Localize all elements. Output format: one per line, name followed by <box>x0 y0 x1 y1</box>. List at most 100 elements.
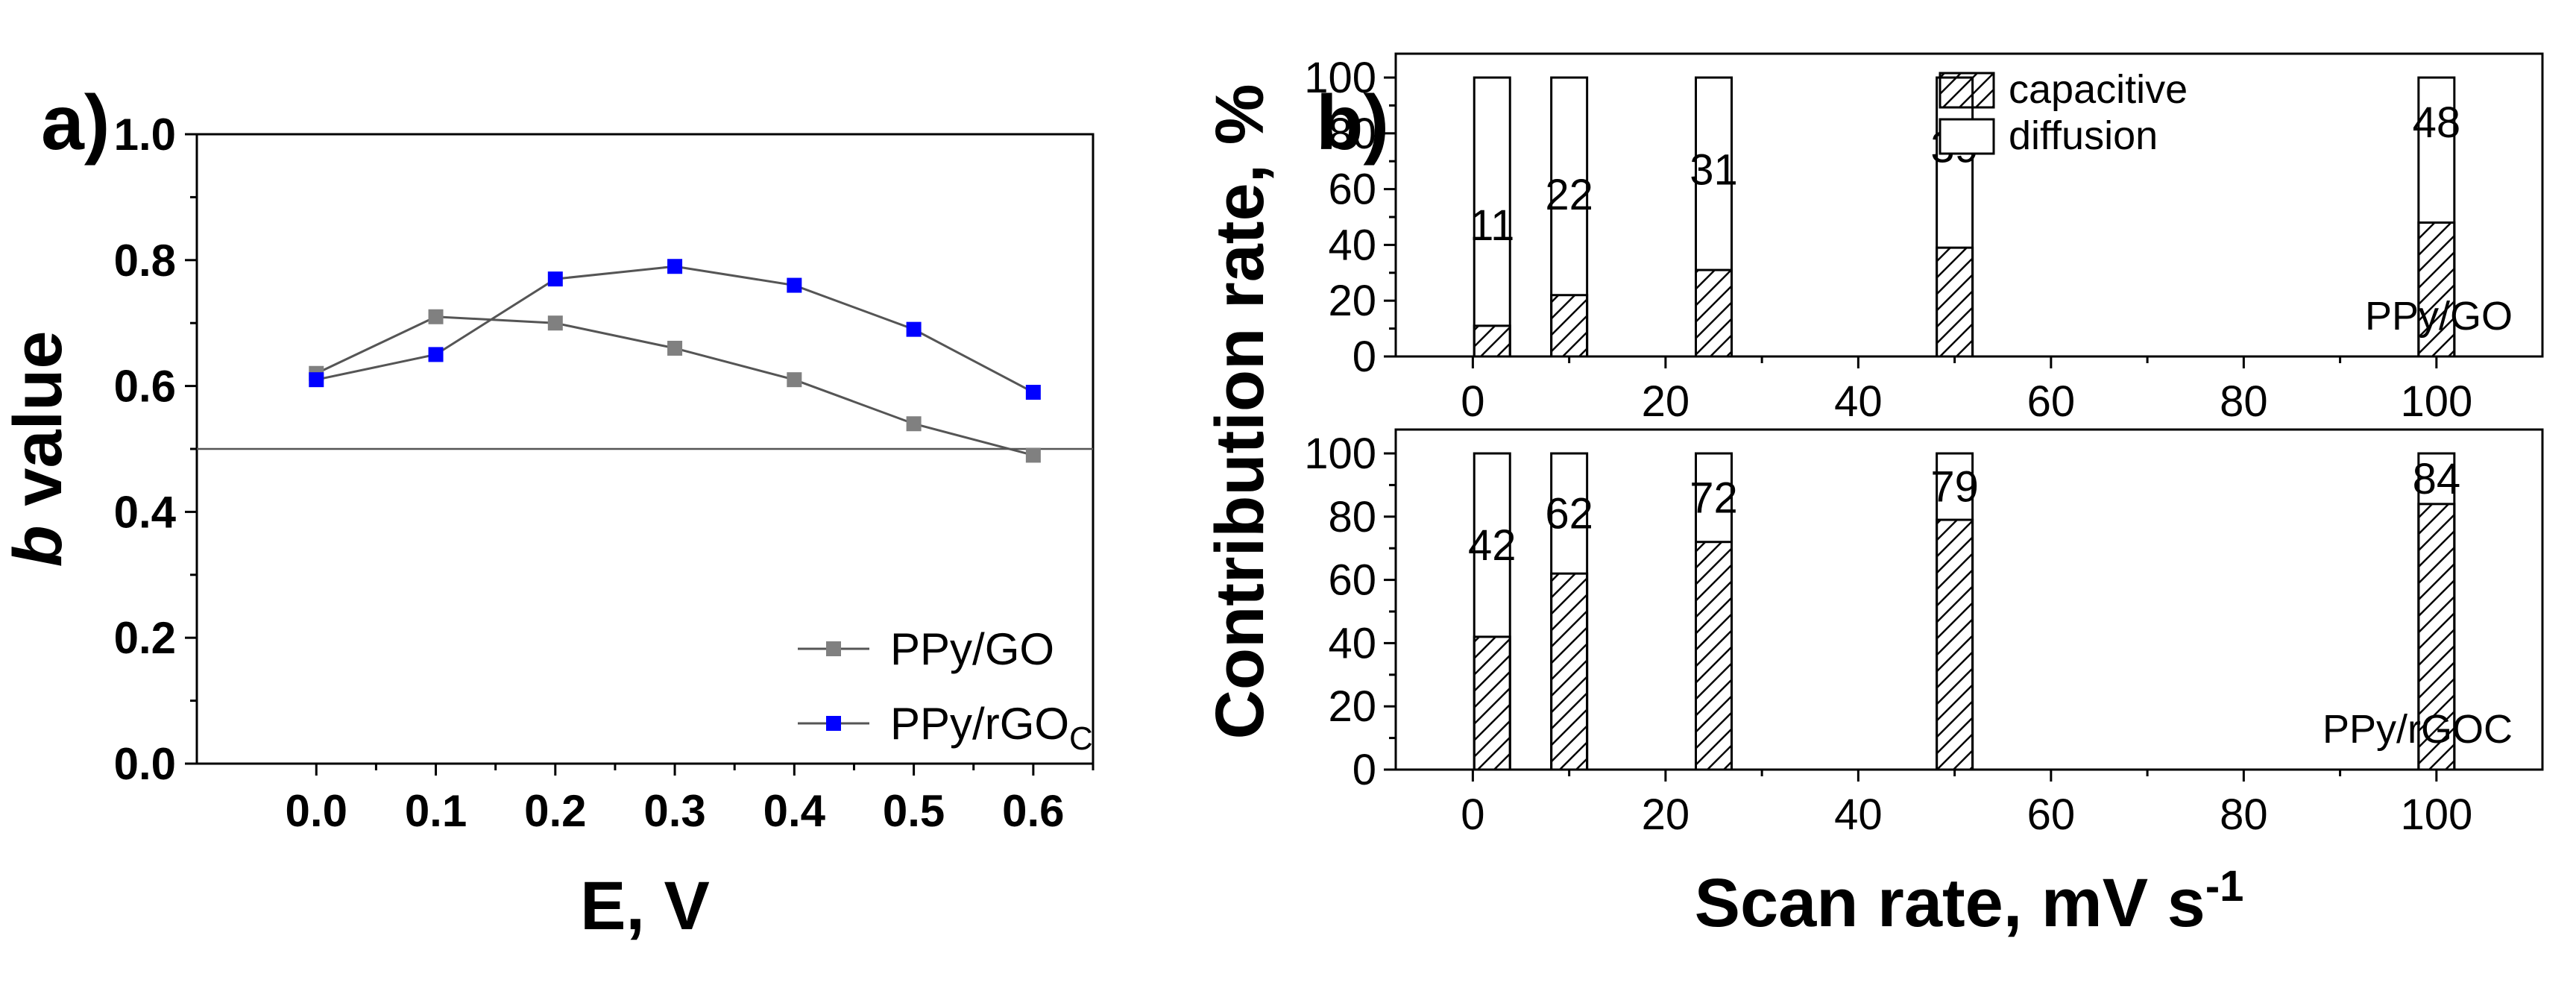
y-tick-label: 0 <box>1352 746 1376 794</box>
legend-label-subscript: C <box>1069 720 1093 757</box>
legend-label-main: PPy/rGO <box>890 699 1069 749</box>
bar-capacitive <box>2417 221 2456 358</box>
bar-value-label: 62 <box>1545 490 1593 538</box>
bar-value-label: 31 <box>1689 145 1738 194</box>
data-point <box>547 315 563 331</box>
panel-a-x-ticks: 0.0 0.1 0.2 0.3 0.4 0.5 0.6 <box>286 764 1095 836</box>
bar-capacitive <box>1695 268 1733 358</box>
bar-capacitive <box>1550 294 1589 358</box>
legend-marker <box>826 716 841 731</box>
x-tick-label: 60 <box>2027 790 2076 839</box>
x-tick-label: 40 <box>1834 377 1883 426</box>
data-point <box>667 259 683 274</box>
y-tick-label: 20 <box>1328 277 1376 325</box>
bar-value-label: 48 <box>2413 98 2461 147</box>
y-tick-label: 0.0 <box>114 739 176 789</box>
y-title-rest: value <box>0 330 76 525</box>
x-tick-label: 0.6 <box>1002 786 1064 836</box>
data-point <box>547 271 563 287</box>
bar-value-label: 11 <box>1470 201 1514 250</box>
panel-b-x-axis-title: Scan rate, mV s-1 <box>1695 862 2244 941</box>
x-tick-label: 0 <box>1461 790 1484 839</box>
data-point <box>667 340 683 356</box>
x-tick-label: 0.4 <box>763 786 826 836</box>
x-tick-label: 20 <box>1642 790 1690 839</box>
y-tick-label: 20 <box>1328 682 1376 731</box>
x-tick-label: 80 <box>2220 790 2268 839</box>
data-point <box>787 372 802 388</box>
legend-marker <box>826 641 841 656</box>
data-point <box>906 321 922 337</box>
data-point <box>428 347 444 362</box>
x-tick-label: 60 <box>2027 377 2076 426</box>
y-tick-label: 0.6 <box>114 362 176 412</box>
y-tick-label: 80 <box>1328 110 1376 158</box>
y-tick-label: 60 <box>1328 556 1376 605</box>
panel-a-legend: PPy/GO PPy/rGOC <box>798 624 1093 757</box>
y-tick-label: 0 <box>1352 333 1376 381</box>
x-tick-label: 100 <box>2400 377 2472 426</box>
data-point <box>428 309 444 324</box>
x-tick-label: 0.0 <box>286 786 347 836</box>
x-title-sup: -1 <box>2205 862 2244 911</box>
x-tick-label: 100 <box>2400 790 2472 839</box>
bar-value-label: 42 <box>1468 521 1517 570</box>
x-tick-label: 40 <box>1834 790 1883 839</box>
panel-b-label: b) <box>1316 80 1389 166</box>
bar-value-label: 22 <box>1545 171 1593 219</box>
series-line-2 <box>315 265 1034 394</box>
data-point <box>787 277 802 293</box>
panel-b-y-axis-title: Contribution rate, % <box>1202 84 1278 739</box>
bar-capacitive <box>1550 572 1589 771</box>
data-point <box>1025 385 1041 400</box>
y-tick-label: 40 <box>1328 619 1376 667</box>
bar-value-label: 84 <box>2413 455 2461 503</box>
y-tick-label: 0.4 <box>114 487 177 537</box>
subplot-tag: PPy/GO <box>2365 294 2513 339</box>
y-tick-label: 60 <box>1328 166 1376 214</box>
bar-capacitive <box>1936 246 1974 358</box>
y-tick-label: 1.0 <box>114 110 176 160</box>
legend-label-main: PPy/GO <box>890 624 1054 674</box>
y-tick-label: 100 <box>1304 430 1376 478</box>
x-tick-label: 0.2 <box>524 786 586 836</box>
data-point <box>1025 447 1041 463</box>
bar-diffusion <box>1473 76 1511 358</box>
legend-label-diffusion: diffusion <box>2009 113 2158 158</box>
subplot-2: 0 20 40 60 80 100 0 20 40 60 80 100 42 62 72 79 84 PPy/rG… <box>1304 428 2544 839</box>
panel-a-y-axis-title: b value <box>0 330 76 567</box>
legend-swatch-diffusion <box>1939 118 1995 155</box>
x-tick-label: 0.5 <box>883 786 945 836</box>
panel-b: b) Contribution rate, % Scan rate, mV s-… <box>1202 52 2544 941</box>
panel-a: a) 0.0 0.2 0.4 0.6 0.8 1.0 0.0 0.1 0.2 0.3 0.4 0.5… <box>0 80 1095 944</box>
panel-a-label: a) <box>41 80 110 166</box>
legend-label-capacitive: capacitive <box>2009 67 2188 112</box>
bar-value-label: 79 <box>1930 463 1979 512</box>
y-tick-label: 40 <box>1328 221 1376 269</box>
x-tick-label: 0 <box>1461 377 1484 426</box>
x-tick-label: 0.1 <box>405 786 467 836</box>
bar-capacitive <box>1936 518 1974 771</box>
y-tick-label: 0.8 <box>114 236 176 286</box>
data-point <box>906 416 922 432</box>
x-tick-label: 20 <box>1642 377 1690 426</box>
bar-capacitive <box>1473 324 1511 358</box>
x-tick-label: 0.3 <box>643 786 705 836</box>
subplot-1: 0204060801000204060801001122313948PPy/GO <box>1304 52 2544 426</box>
panel-a-series <box>309 259 1041 463</box>
y-tick-label: 80 <box>1328 493 1376 541</box>
legend-label: PPy/GO <box>890 624 1054 674</box>
y-tick-label: 100 <box>1304 54 1376 102</box>
legend-label: PPy/rGOC <box>890 699 1093 757</box>
series-line-1 <box>315 315 1034 456</box>
y-tick-label: 0.2 <box>114 613 176 663</box>
panel-a-x-axis-title: E, V <box>580 868 710 944</box>
scale-wrapper: a) 0.0 0.2 0.4 0.6 0.8 1.0 0.0 0.1 0.2 0.3 0.4 0.5… <box>0 52 2544 944</box>
bar-value-label: 72 <box>1689 474 1738 522</box>
x-title-main: Scan rate, mV s <box>1695 865 2205 941</box>
bar-capacitive <box>1695 541 1733 771</box>
legend-swatch-capacitive <box>1939 72 1995 109</box>
subplot-tag: PPy/rGOC <box>2323 707 2513 752</box>
panel-a-y-ticks: 0.0 0.2 0.4 0.6 0.8 1.0 <box>114 110 197 789</box>
